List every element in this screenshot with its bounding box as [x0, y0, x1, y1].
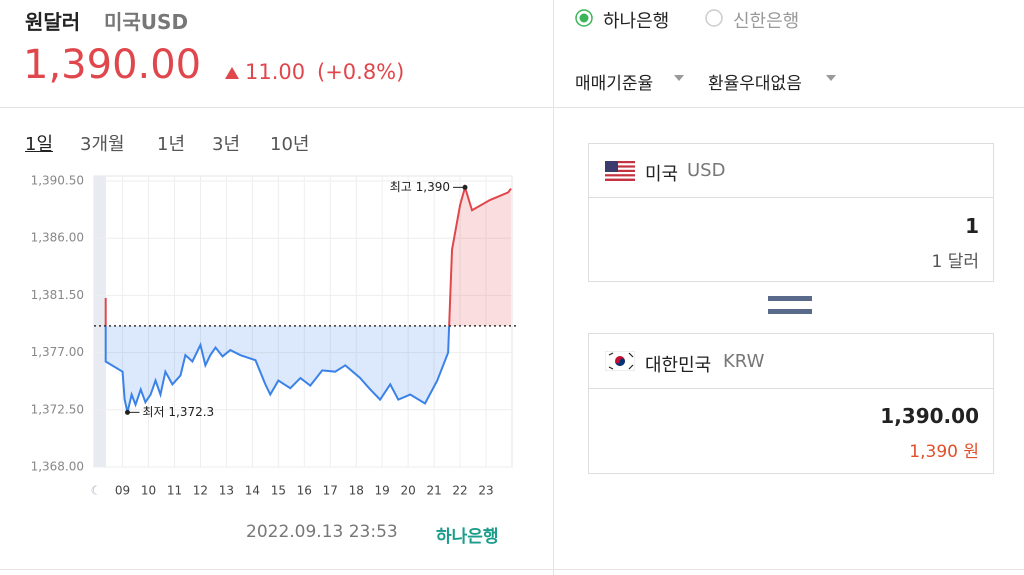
equals	[768, 296, 812, 301]
currency-code: KRW	[723, 351, 765, 372]
tab[interactable]: 1일	[25, 134, 54, 155]
x-tick-label: 16	[297, 484, 312, 498]
subtitle: 미국USD	[104, 10, 189, 34]
x-tick-label: 17	[323, 484, 338, 498]
chart: ☾ 1,368.00 1,372.50 1,377.00 1,381.50 1,386.0…	[31, 174, 518, 498]
plot-bg	[93, 175, 513, 468]
y-tick-label: 1,386.00	[31, 231, 84, 245]
equals	[768, 309, 812, 314]
country: 미국	[645, 164, 679, 185]
y-tick-label: 1,381.50	[31, 288, 84, 302]
from-box: 미국 USD 1 1 달러	[588, 143, 994, 282]
y-tick-label: 1,377.00	[31, 345, 84, 359]
bank-option[interactable]: 신한은행	[733, 11, 800, 32]
x-tick-label: 10	[141, 484, 156, 498]
tab[interactable]: 3년	[212, 134, 241, 155]
change: 11.00	[245, 60, 306, 84]
x-tick-label: 21	[426, 484, 441, 498]
us-flag	[605, 161, 635, 181]
x-tick-label: 13	[219, 484, 234, 498]
y-tick-label: 1,372.50	[31, 402, 84, 416]
price: 1,390.00	[23, 42, 202, 88]
y-tick-label: 1,368.00	[31, 460, 84, 474]
change-pct: (+0.8%)	[317, 60, 405, 84]
bank-option[interactable]: 하나은행	[603, 11, 670, 32]
radio[interactable]	[704, 8, 724, 28]
kr-flag	[605, 351, 635, 371]
y-tick-label: 1,390.50	[31, 174, 84, 188]
amount[interactable]: 1,390.00	[880, 404, 979, 428]
up-icon	[225, 67, 239, 79]
area	[105, 187, 511, 413]
annotation: 최저 1,372.3	[142, 405, 214, 419]
currency-code: USD	[687, 160, 726, 181]
divider	[0, 569, 1024, 570]
moon-icon: ☾	[91, 484, 102, 498]
dropdown[interactable]: 환율우대없음	[708, 74, 802, 94]
divider	[0, 107, 1024, 108]
timestamp: 2022.09.13 23:53	[246, 522, 398, 542]
x-tick-label: 15	[271, 484, 286, 498]
amount[interactable]: 1	[965, 214, 979, 238]
title: 원달러	[25, 10, 81, 34]
country: 대한민국	[645, 355, 712, 376]
x-tick-label: 18	[349, 484, 364, 498]
annotation: 최고 1,390	[390, 180, 450, 194]
x-tick-label: 19	[375, 484, 390, 498]
separator	[589, 197, 993, 198]
line	[104, 183, 512, 413]
x-tick-label: 12	[193, 484, 208, 498]
radio[interactable]	[574, 8, 594, 28]
divider	[553, 0, 554, 575]
separator	[589, 388, 993, 389]
night-band	[94, 176, 106, 467]
caret	[674, 75, 684, 81]
amount-text: 1 달러	[931, 252, 980, 272]
dropdown[interactable]: 매매기준율	[575, 74, 654, 94]
x-tick-label: 11	[167, 484, 182, 498]
to-box: 대한민국 KRW 1,390.00 1,390 원	[588, 333, 994, 474]
x-tick-label: 09	[115, 484, 130, 498]
tab[interactable]: 10년	[270, 134, 310, 155]
x-tick-label: 14	[245, 484, 260, 498]
amount-text: 1,390 원	[909, 442, 979, 462]
x-tick-label: 23	[478, 484, 493, 498]
x-tick-label: 22	[452, 484, 467, 498]
caret	[826, 75, 836, 81]
tab[interactable]: 3개월	[80, 134, 125, 155]
bank-logo: 하나은행	[436, 527, 499, 547]
tab[interactable]: 1년	[157, 134, 186, 155]
x-tick-label: 20	[401, 484, 416, 498]
